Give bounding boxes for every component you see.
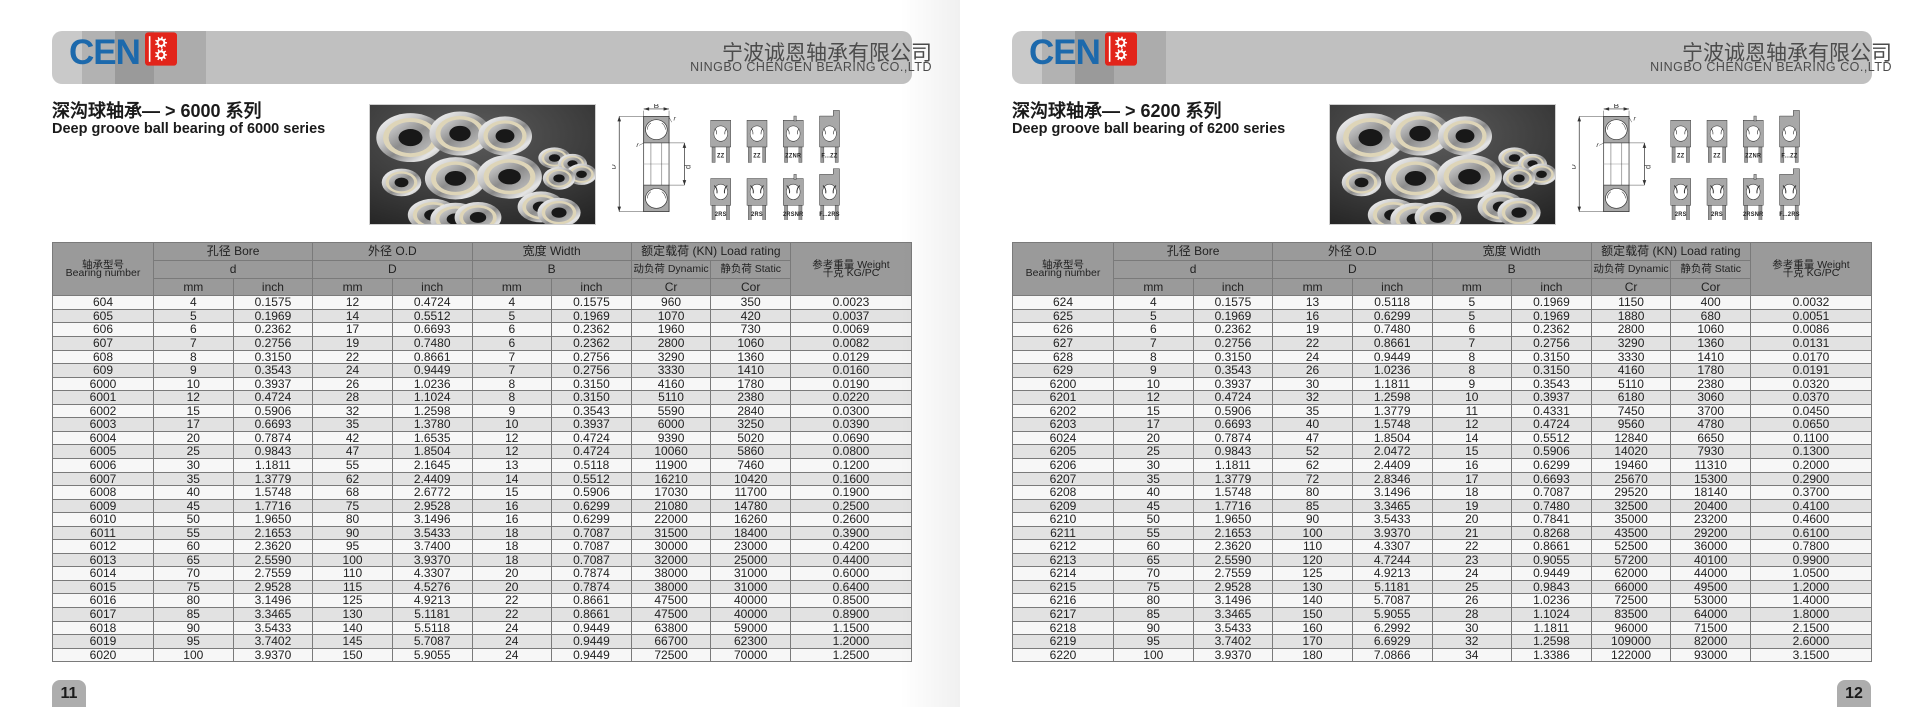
- svg-text:F...2RS: F...2RS: [819, 212, 840, 218]
- svg-text:ZZ: ZZ: [753, 153, 761, 159]
- svg-text:F...ZZ: F...ZZ: [1781, 153, 1797, 159]
- svg-text:B: B: [1614, 104, 1619, 110]
- svg-text:2RS: 2RS: [1675, 212, 1687, 218]
- svg-text:2RS: 2RS: [715, 212, 727, 218]
- svg-text:d: d: [683, 165, 692, 169]
- svg-text:r: r: [636, 142, 639, 149]
- svg-text:F...2RS: F...2RS: [1779, 212, 1800, 218]
- svg-text:d: d: [1643, 165, 1652, 169]
- svg-text:ZZ: ZZ: [1713, 153, 1721, 159]
- svg-text:ZZNR: ZZNR: [785, 153, 802, 159]
- svg-text:2RSNR: 2RSNR: [1743, 212, 1764, 218]
- svg-text:ZZ: ZZ: [1677, 153, 1685, 159]
- svg-text:ZZNR: ZZNR: [1745, 153, 1762, 159]
- svg-text:2RS: 2RS: [751, 212, 763, 218]
- svg-text:B: B: [654, 104, 659, 110]
- svg-text:ZZ: ZZ: [717, 153, 725, 159]
- svg-text:r: r: [1596, 142, 1599, 149]
- svg-text:r: r: [674, 116, 677, 123]
- svg-text:r: r: [1634, 116, 1637, 123]
- svg-text:2RSNR: 2RSNR: [783, 212, 804, 218]
- svg-text:2RS: 2RS: [1711, 212, 1723, 218]
- svg-text:D: D: [612, 164, 618, 170]
- svg-text:D: D: [1572, 164, 1578, 170]
- svg-text:F...ZZ: F...ZZ: [821, 153, 837, 159]
